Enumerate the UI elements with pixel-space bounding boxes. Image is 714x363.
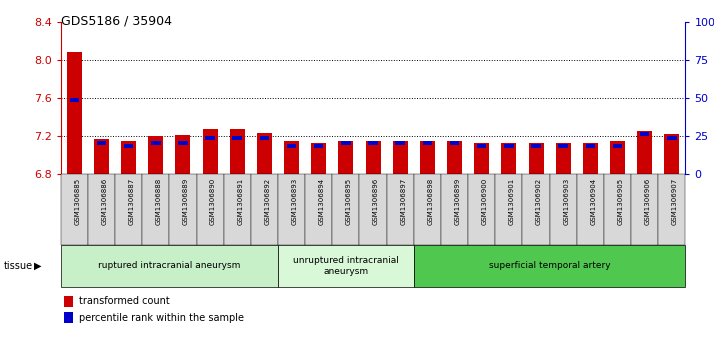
- Text: GSM1306903: GSM1306903: [563, 178, 569, 225]
- Bar: [203, 129, 218, 174]
- Bar: [477, 144, 486, 148]
- Text: ▶: ▶: [34, 261, 42, 271]
- Bar: [149, 136, 164, 174]
- Bar: [474, 143, 489, 174]
- Text: superficial temporal artery: superficial temporal artery: [489, 261, 610, 270]
- Bar: [338, 141, 353, 174]
- Bar: [504, 144, 513, 148]
- Bar: [393, 141, 408, 174]
- Text: GSM1306904: GSM1306904: [590, 178, 596, 225]
- Text: ruptured intracranial aneurysm: ruptured intracranial aneurysm: [98, 261, 241, 270]
- Text: GSM1306888: GSM1306888: [156, 178, 162, 225]
- Text: GSM1306885: GSM1306885: [74, 178, 80, 225]
- Text: GSM1306887: GSM1306887: [129, 178, 135, 225]
- Bar: [667, 136, 677, 140]
- Text: GSM1306901: GSM1306901: [509, 178, 515, 225]
- Text: GSM1306890: GSM1306890: [210, 178, 216, 225]
- Bar: [640, 131, 650, 136]
- Bar: [585, 144, 595, 148]
- Bar: [555, 143, 570, 174]
- Bar: [447, 141, 462, 174]
- Text: GSM1306900: GSM1306900: [482, 178, 488, 225]
- Text: GSM1306892: GSM1306892: [264, 178, 271, 225]
- Text: GSM1306905: GSM1306905: [618, 178, 623, 225]
- Bar: [528, 143, 543, 174]
- Text: GSM1306907: GSM1306907: [672, 178, 678, 225]
- Bar: [531, 144, 540, 148]
- Text: GSM1306895: GSM1306895: [346, 178, 352, 225]
- Text: GSM1306893: GSM1306893: [291, 178, 298, 225]
- Text: GDS5186 / 35904: GDS5186 / 35904: [61, 15, 171, 28]
- Bar: [341, 141, 351, 145]
- Bar: [366, 141, 381, 174]
- Text: transformed count: transformed count: [79, 296, 169, 306]
- Text: GSM1306898: GSM1306898: [428, 178, 433, 225]
- Bar: [396, 141, 405, 145]
- Bar: [260, 136, 269, 140]
- Text: GSM1306896: GSM1306896: [373, 178, 379, 225]
- Bar: [230, 129, 245, 174]
- Bar: [423, 141, 432, 145]
- Bar: [257, 133, 272, 174]
- Bar: [583, 143, 598, 174]
- Bar: [637, 131, 652, 174]
- Text: GSM1306894: GSM1306894: [318, 178, 325, 225]
- Text: GSM1306886: GSM1306886: [101, 178, 107, 225]
- Bar: [176, 135, 191, 174]
- Bar: [69, 98, 79, 102]
- Bar: [96, 141, 106, 145]
- Text: unruptured intracranial
aneurysm: unruptured intracranial aneurysm: [293, 256, 399, 276]
- Bar: [124, 144, 134, 148]
- Bar: [67, 52, 81, 174]
- Bar: [121, 141, 136, 174]
- Text: GSM1306889: GSM1306889: [183, 178, 189, 225]
- Bar: [178, 141, 188, 145]
- Text: percentile rank within the sample: percentile rank within the sample: [79, 313, 243, 323]
- Bar: [610, 141, 625, 174]
- Bar: [94, 139, 109, 174]
- Text: GSM1306906: GSM1306906: [645, 178, 650, 225]
- Bar: [450, 141, 459, 145]
- Bar: [368, 141, 378, 145]
- Text: tissue: tissue: [4, 261, 33, 271]
- Bar: [151, 141, 161, 145]
- Bar: [287, 144, 296, 148]
- Bar: [501, 143, 516, 174]
- Bar: [314, 144, 323, 148]
- Bar: [311, 143, 326, 174]
- Bar: [665, 134, 679, 174]
- Bar: [284, 141, 299, 174]
- Bar: [233, 136, 242, 140]
- Text: GSM1306891: GSM1306891: [237, 178, 243, 225]
- Bar: [206, 136, 215, 140]
- Bar: [613, 144, 623, 148]
- Text: GSM1306899: GSM1306899: [455, 178, 461, 225]
- Bar: [420, 141, 435, 174]
- Text: GSM1306897: GSM1306897: [401, 178, 406, 225]
- Bar: [558, 144, 568, 148]
- Text: GSM1306902: GSM1306902: [536, 178, 542, 225]
